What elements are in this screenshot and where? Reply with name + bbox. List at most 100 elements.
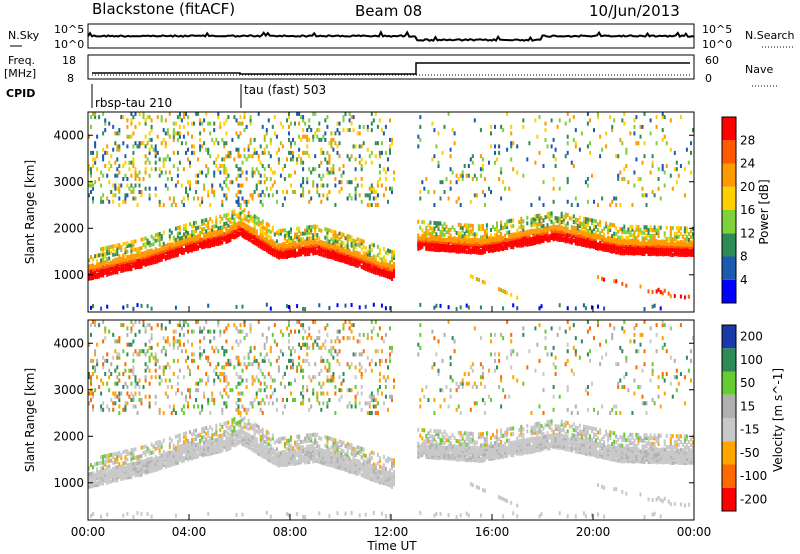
- power-cell: [162, 164, 165, 168]
- velocity-cell: [152, 450, 155, 455]
- power-cell: [108, 121, 111, 126]
- power-cell: [239, 203, 242, 207]
- power-cell: [564, 239, 567, 244]
- power-cell: [176, 246, 179, 251]
- nsky-tick-low: 10^0: [54, 38, 84, 51]
- power-cell: [300, 157, 303, 162]
- power-cell: [219, 225, 222, 230]
- power-cell: [362, 250, 365, 255]
- power-cell: [126, 193, 129, 198]
- power-cell: [461, 239, 464, 244]
- velocity-cell: [158, 442, 161, 447]
- power-cell: [461, 228, 464, 233]
- power-cell: [475, 237, 478, 242]
- power-cell: [348, 261, 351, 266]
- power-cell: [655, 228, 658, 233]
- power-cell: [564, 154, 567, 159]
- power-cell: [257, 154, 260, 159]
- power-cell: [374, 257, 377, 262]
- velocity-cell: [152, 355, 155, 360]
- velocity-cell: [150, 326, 153, 331]
- power-cell: [518, 239, 521, 244]
- velocity-cell: [187, 388, 190, 393]
- velocity-cell: [209, 411, 212, 415]
- power-cell: [586, 237, 589, 242]
- power-cell: [350, 180, 353, 185]
- power-cell: [275, 252, 278, 257]
- power-cell: [304, 239, 307, 244]
- power-cell: [294, 170, 297, 175]
- power-cell: [118, 147, 121, 152]
- power-cell: [259, 180, 262, 185]
- velocity-cell: [150, 460, 153, 465]
- power-cell: [566, 226, 569, 231]
- power-cell: [475, 248, 478, 253]
- power-cell: [617, 229, 620, 234]
- power-cell: [180, 238, 183, 243]
- power-cell: [354, 263, 357, 268]
- power-cell: [178, 248, 181, 252]
- power-cell: [627, 227, 630, 232]
- velocity-cell: [102, 457, 105, 462]
- velocity-cell: [98, 323, 101, 328]
- power-cell: [657, 234, 660, 238]
- power-cell: [631, 238, 634, 243]
- velocity-cell: [229, 446, 232, 451]
- power-cell: [271, 228, 274, 233]
- power-cell: [205, 231, 208, 236]
- power-cell: [542, 237, 545, 242]
- velocity-cell: [168, 378, 171, 383]
- power-cell: [203, 118, 206, 123]
- velocity-cell: [193, 440, 196, 445]
- power-cell: [336, 233, 339, 238]
- velocity-cell: [130, 451, 133, 455]
- power-cell: [374, 196, 377, 201]
- velocity-cell: [148, 404, 151, 409]
- power-cell: [182, 224, 185, 228]
- power-cell: [150, 248, 153, 253]
- power-cell: [657, 228, 660, 233]
- power-cell: [114, 244, 117, 248]
- velocity-cell: [172, 446, 175, 451]
- power-cell: [645, 193, 648, 198]
- power-cell: [247, 229, 250, 234]
- power-cell: [166, 255, 169, 260]
- power-cell: [154, 253, 157, 258]
- power-cell: [124, 267, 127, 272]
- power-cell: [576, 239, 579, 244]
- power-cell: [457, 245, 460, 250]
- velocity-cell: [178, 332, 181, 337]
- velocity-cell: [94, 365, 97, 370]
- power-cell: [346, 234, 349, 238]
- power-cell: [437, 160, 440, 165]
- power-cell: [322, 173, 325, 178]
- power-cell: [166, 154, 169, 159]
- power-cell: [433, 247, 436, 252]
- power-cell: [201, 227, 204, 232]
- power-cell: [621, 141, 624, 146]
- power-cell: [120, 265, 123, 270]
- power-cell: [306, 243, 309, 248]
- power-cell: [651, 251, 654, 256]
- power-cell: [352, 115, 355, 120]
- power-cell: [334, 141, 337, 146]
- velocity-cell: [158, 445, 161, 450]
- power-cell: [116, 157, 119, 162]
- power-cell: [512, 218, 515, 223]
- velocity-cell: [215, 372, 218, 376]
- velocity-cell: [239, 427, 242, 432]
- velocity-cell: [132, 447, 135, 452]
- power-cell: [651, 228, 654, 233]
- freq-trace: [92, 62, 690, 75]
- power-cell: [201, 221, 204, 226]
- velocity-cell: [148, 451, 151, 456]
- power-cell: [649, 170, 652, 175]
- power-cell: [110, 190, 113, 194]
- velocity-cell: [189, 394, 192, 399]
- power-cell: [417, 219, 420, 224]
- power-cell: [645, 236, 648, 241]
- velocity-cell: [217, 319, 220, 324]
- power-cell: [439, 229, 442, 234]
- power-cell: [494, 160, 497, 165]
- velocity-cell: [187, 439, 190, 444]
